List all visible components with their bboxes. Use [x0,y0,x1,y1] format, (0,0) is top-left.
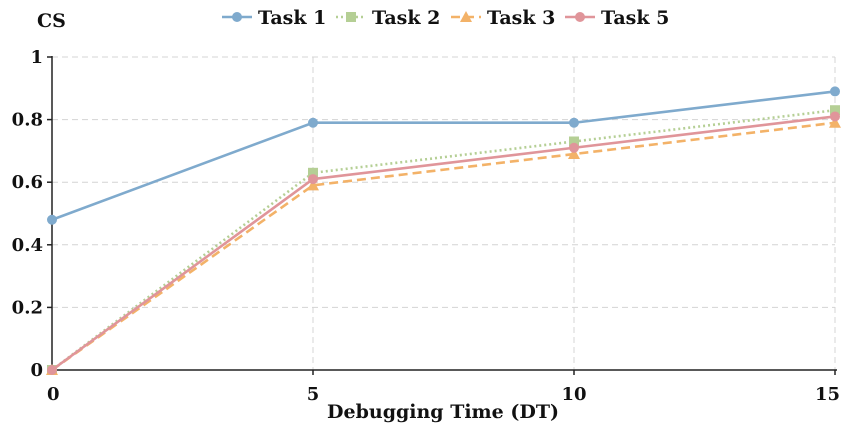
data-point [830,111,840,122]
series-line [51,90,836,221]
legend-item: Task 3 [451,7,555,29]
series-line [51,108,836,372]
y-tick-label: 0.4 [12,235,43,256]
grid [51,56,836,371]
x-tick-label: 0 [47,384,60,405]
legend-item: Task 5 [565,7,669,29]
data-point [829,116,841,128]
data-point [830,86,840,97]
axes [47,56,837,375]
y-tick-label: 0.6 [12,172,43,193]
y-tick-label: 0.8 [12,110,43,131]
y-axis-title: CS [37,10,66,32]
legend-label: Task 2 [372,7,440,29]
x-tick-label: 5 [307,384,320,405]
x-tick-label: 15 [815,384,840,405]
x-axis-title: Debugging Time (DT) [327,401,559,423]
legend-item: Task 1 [222,7,326,29]
y-tick-label: 1 [30,47,43,68]
tick-labels: 00.20.40.60.810 5 10 15 [12,47,840,405]
data-point [308,167,318,178]
series-task-1 [47,86,840,225]
series-line [51,115,836,372]
x-tick-label: 10 [561,384,586,405]
data-point [47,365,57,375]
legend-marker [232,12,242,22]
legend-marker [575,12,585,22]
legend: Task 1 Task 2 Task 3 Task 5 [222,7,669,29]
data-point [47,214,57,225]
legend-label: Task 3 [487,7,555,29]
legend-label: Task 5 [601,7,669,29]
legend-label: Task 1 [258,7,326,29]
series-group [46,86,841,375]
data-point [307,179,319,191]
data-point [569,136,579,147]
series-task-3 [46,116,841,375]
data-point [308,117,318,128]
legend-marker [460,11,472,22]
legend-marker [346,12,356,22]
series-task-5 [47,111,840,375]
data-point [568,148,580,160]
data-point [308,174,318,185]
data-point [830,105,840,116]
data-point [569,142,579,153]
legend-item: Task 2 [336,7,440,29]
y-tick-label: 0.2 [12,297,43,318]
series-task-2 [47,105,840,375]
series-line [51,121,836,372]
y-tick-label: 0 [30,360,43,381]
data-point [569,117,579,128]
